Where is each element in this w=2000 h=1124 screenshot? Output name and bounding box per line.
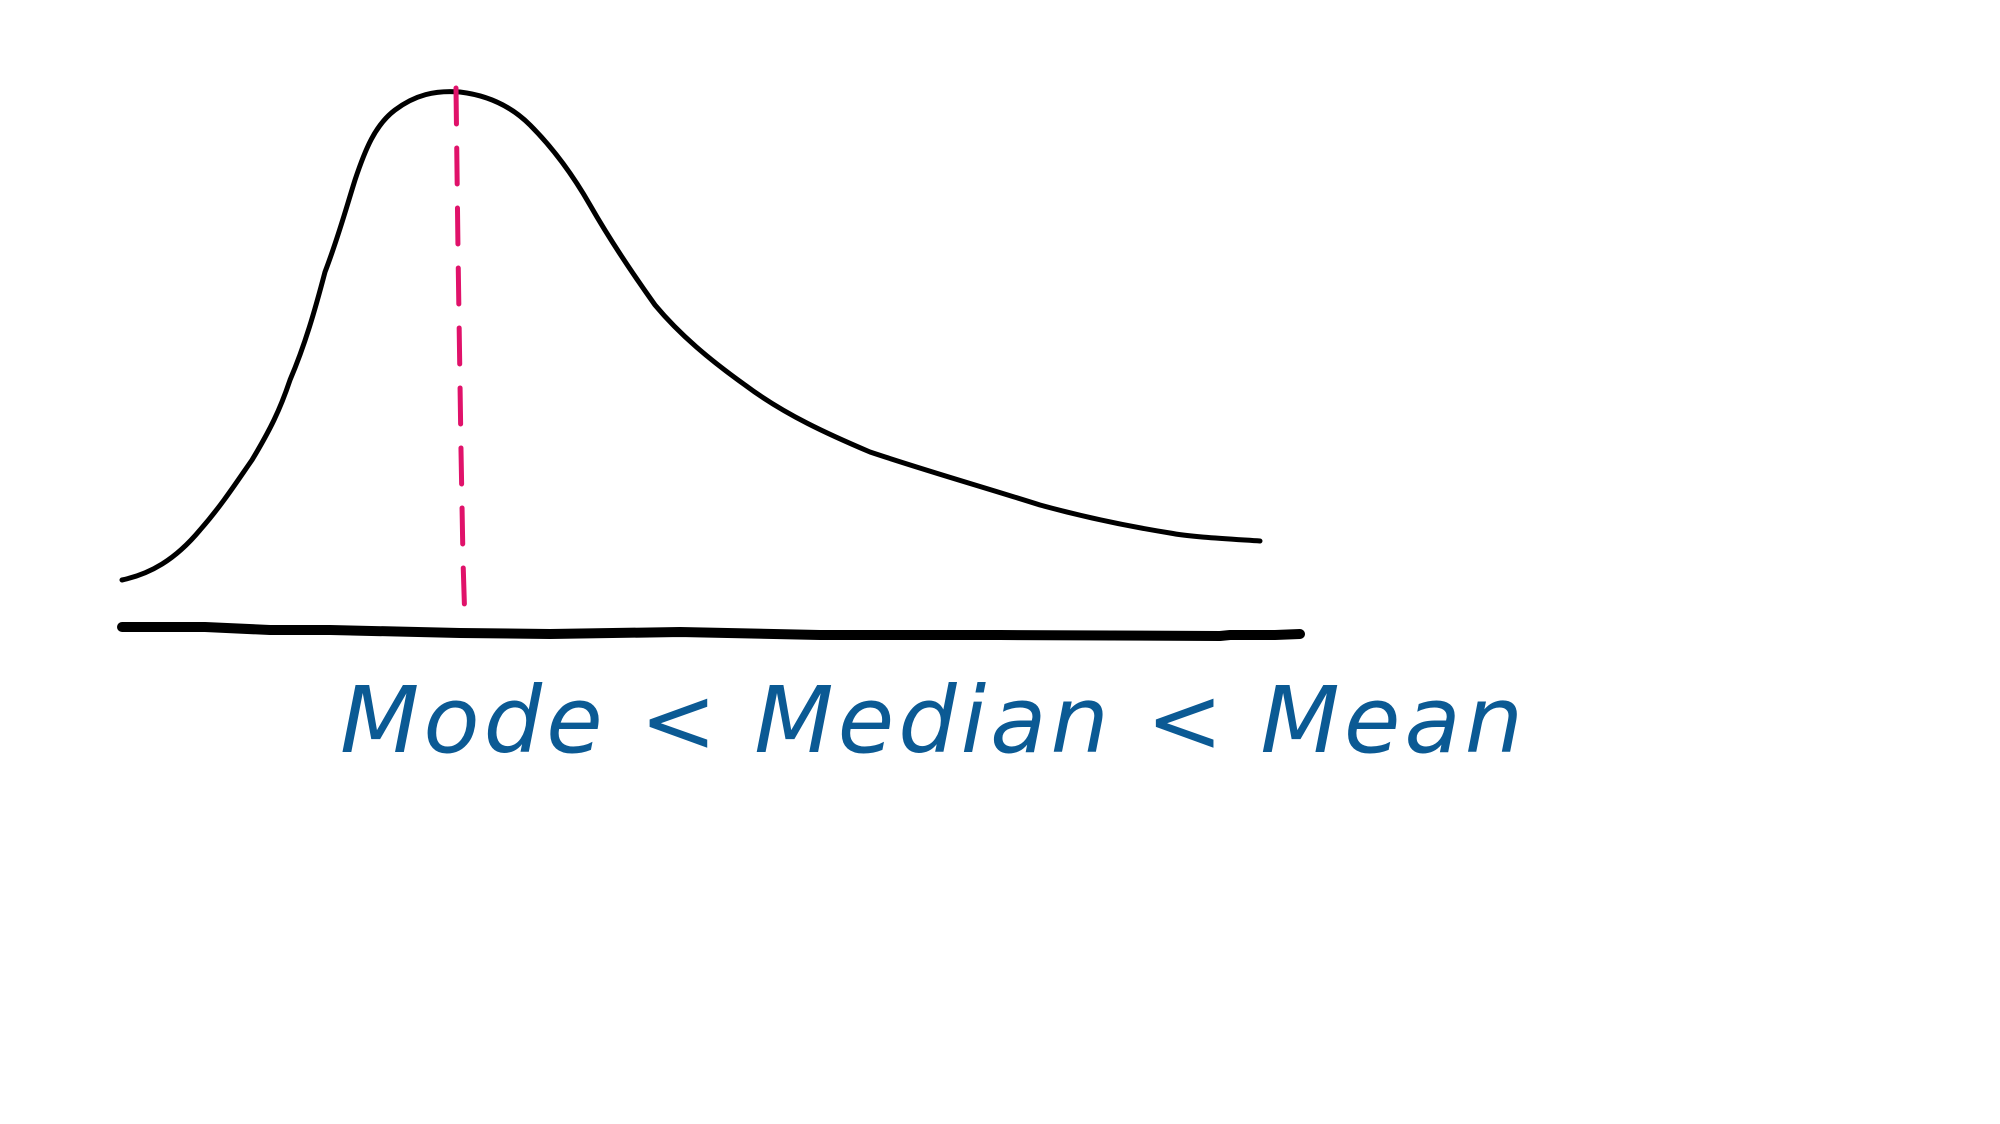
caption-mode-median-mean: Mode < Median < Mean bbox=[340, 667, 1527, 774]
density-curve bbox=[119, 89, 1263, 583]
x-axis-line bbox=[117, 622, 1305, 641]
mode-dashed-line bbox=[453, 85, 468, 627]
